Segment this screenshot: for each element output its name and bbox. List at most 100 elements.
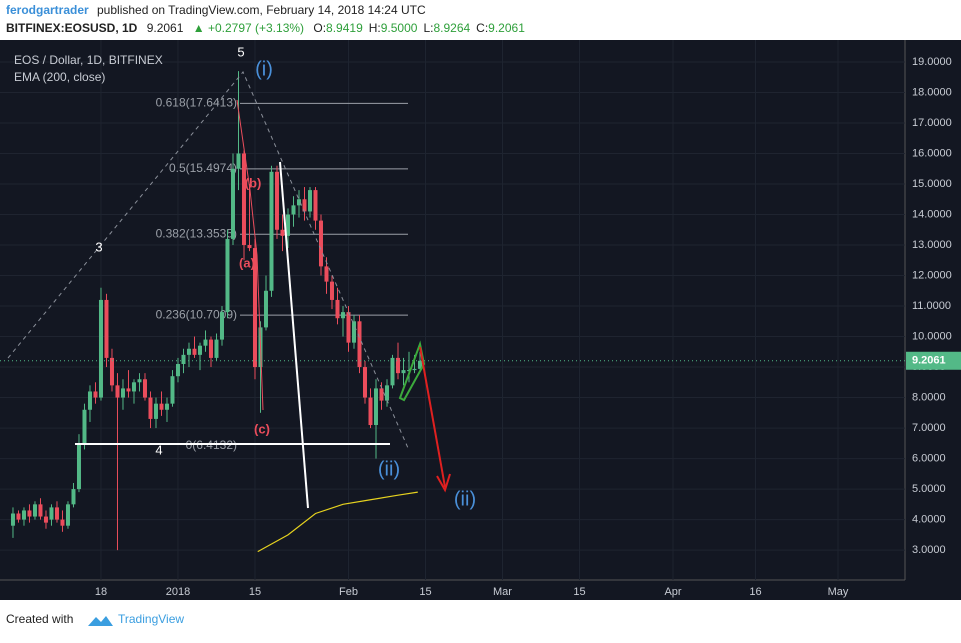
y-tick-label: 19.0000 xyxy=(912,56,952,68)
candle-body xyxy=(362,367,367,398)
ema-line xyxy=(257,491,418,553)
candle-body xyxy=(351,321,356,343)
x-tick-label: 2018 xyxy=(166,586,190,598)
symbol: BITFINEX:EOSUSD, 1D xyxy=(6,21,138,35)
candle-body xyxy=(38,504,43,517)
candle-body xyxy=(104,299,109,358)
created: Created with xyxy=(6,612,73,626)
white-line xyxy=(279,161,309,509)
candle-body xyxy=(280,229,285,236)
last-price-label: 9.2061 xyxy=(912,355,946,367)
candle-body xyxy=(137,379,142,383)
candle-body xyxy=(225,238,230,313)
candle-body xyxy=(186,348,191,355)
candle-body xyxy=(274,171,279,230)
candle-body xyxy=(87,391,92,410)
fib-label: 0(6.4132) xyxy=(186,438,237,452)
candle-body xyxy=(109,357,114,386)
candle-body xyxy=(71,489,76,505)
candle-body xyxy=(236,153,241,169)
ohlc-key: C: xyxy=(476,21,488,35)
brand[interactable]: TradingView xyxy=(118,612,184,626)
drawings xyxy=(7,71,451,509)
wave-line xyxy=(7,71,409,449)
candle-body xyxy=(379,388,384,401)
y-tick-label: 5.0000 xyxy=(912,483,946,495)
candle-body xyxy=(142,379,147,398)
wave-label: (ii) xyxy=(378,458,400,480)
candle-body xyxy=(115,385,120,398)
candle-body xyxy=(93,391,98,398)
wave-label: (ii) xyxy=(454,488,476,510)
ohlc-key: L: xyxy=(423,21,433,35)
candle-body xyxy=(21,510,26,520)
x-tick-label: Apr xyxy=(664,586,681,598)
candle-body xyxy=(307,190,312,212)
chart-bg xyxy=(0,40,961,600)
candle-body xyxy=(384,385,389,401)
ohlc-value: 9.2061 xyxy=(488,21,525,35)
candle-body xyxy=(291,205,296,215)
candle-body xyxy=(153,403,158,419)
published: published on TradingView.com, February 1… xyxy=(97,3,426,17)
y-tick-label: 17.0000 xyxy=(912,117,952,129)
last: 9.2061 xyxy=(147,21,184,35)
wave-label: (a) xyxy=(239,255,255,270)
candle-body xyxy=(159,403,164,410)
symbol-line: BITFINEX:EOSUSD, 1D 9.2061 ▲ +0.2797 (+3… xyxy=(6,21,525,35)
candle-body xyxy=(406,370,411,372)
y-tick-label: 8.0000 xyxy=(912,391,946,403)
ohlc-key: H: xyxy=(369,21,381,35)
x-tick-label: May xyxy=(828,586,849,598)
y-tick-label: 11.0000 xyxy=(912,300,951,312)
logo xyxy=(88,616,113,626)
y-tick-label: 6.0000 xyxy=(912,452,946,464)
y-tick-label: 16.0000 xyxy=(912,147,952,159)
candle-body xyxy=(373,388,378,426)
y-tick-label: 15.0000 xyxy=(912,178,952,190)
candle-body xyxy=(27,510,32,517)
candle-body xyxy=(324,266,329,282)
fib-label: 0.618(17.6413) xyxy=(156,96,237,110)
wave-label: 3 xyxy=(95,239,102,254)
legend-title: EOS / Dollar, 1D, BITFINEX xyxy=(14,53,163,67)
candle-body xyxy=(76,443,81,490)
candle-body xyxy=(247,245,252,249)
fib-label: 0.382(13.3535) xyxy=(156,226,237,240)
ohlc-key: O: xyxy=(313,21,326,35)
arrow xyxy=(419,346,446,488)
footer-bg xyxy=(0,600,961,638)
candle-body xyxy=(285,214,290,236)
legend-indicator: EMA (200, close) xyxy=(14,70,105,84)
x-tick-label: 15 xyxy=(573,586,585,598)
candle-body xyxy=(164,403,169,410)
candle-body xyxy=(335,299,340,319)
candle-body xyxy=(302,199,307,212)
y-tick-label: 14.0000 xyxy=(912,208,952,220)
change: ▲ +0.2797 (+3.13%) xyxy=(193,21,304,35)
candle-body xyxy=(412,368,417,371)
candle-body xyxy=(49,507,54,520)
wave-label: (c) xyxy=(254,421,270,436)
y-tick-label: 3.0000 xyxy=(912,544,946,556)
x-tick-label: 15 xyxy=(249,586,261,598)
candle-body xyxy=(43,516,48,523)
publisher[interactable]: ferodgartrader xyxy=(6,3,89,17)
candle-body xyxy=(241,153,246,246)
candle-body xyxy=(390,357,395,386)
candle-body xyxy=(401,370,406,374)
x-tick-label: 18 xyxy=(95,586,107,598)
x-tick-label: 15 xyxy=(419,586,431,598)
candle-body xyxy=(329,281,334,300)
x-tick-label: 16 xyxy=(749,586,761,598)
candle-body xyxy=(395,357,400,374)
candle-body xyxy=(131,382,136,392)
y-tick-label: 4.0000 xyxy=(912,513,946,525)
candle-body xyxy=(263,290,268,328)
ohlc-value: 8.9264 xyxy=(433,21,470,35)
candle-body xyxy=(126,388,131,392)
ohlc-value: 8.9419 xyxy=(326,21,363,35)
candle-body xyxy=(357,321,362,368)
